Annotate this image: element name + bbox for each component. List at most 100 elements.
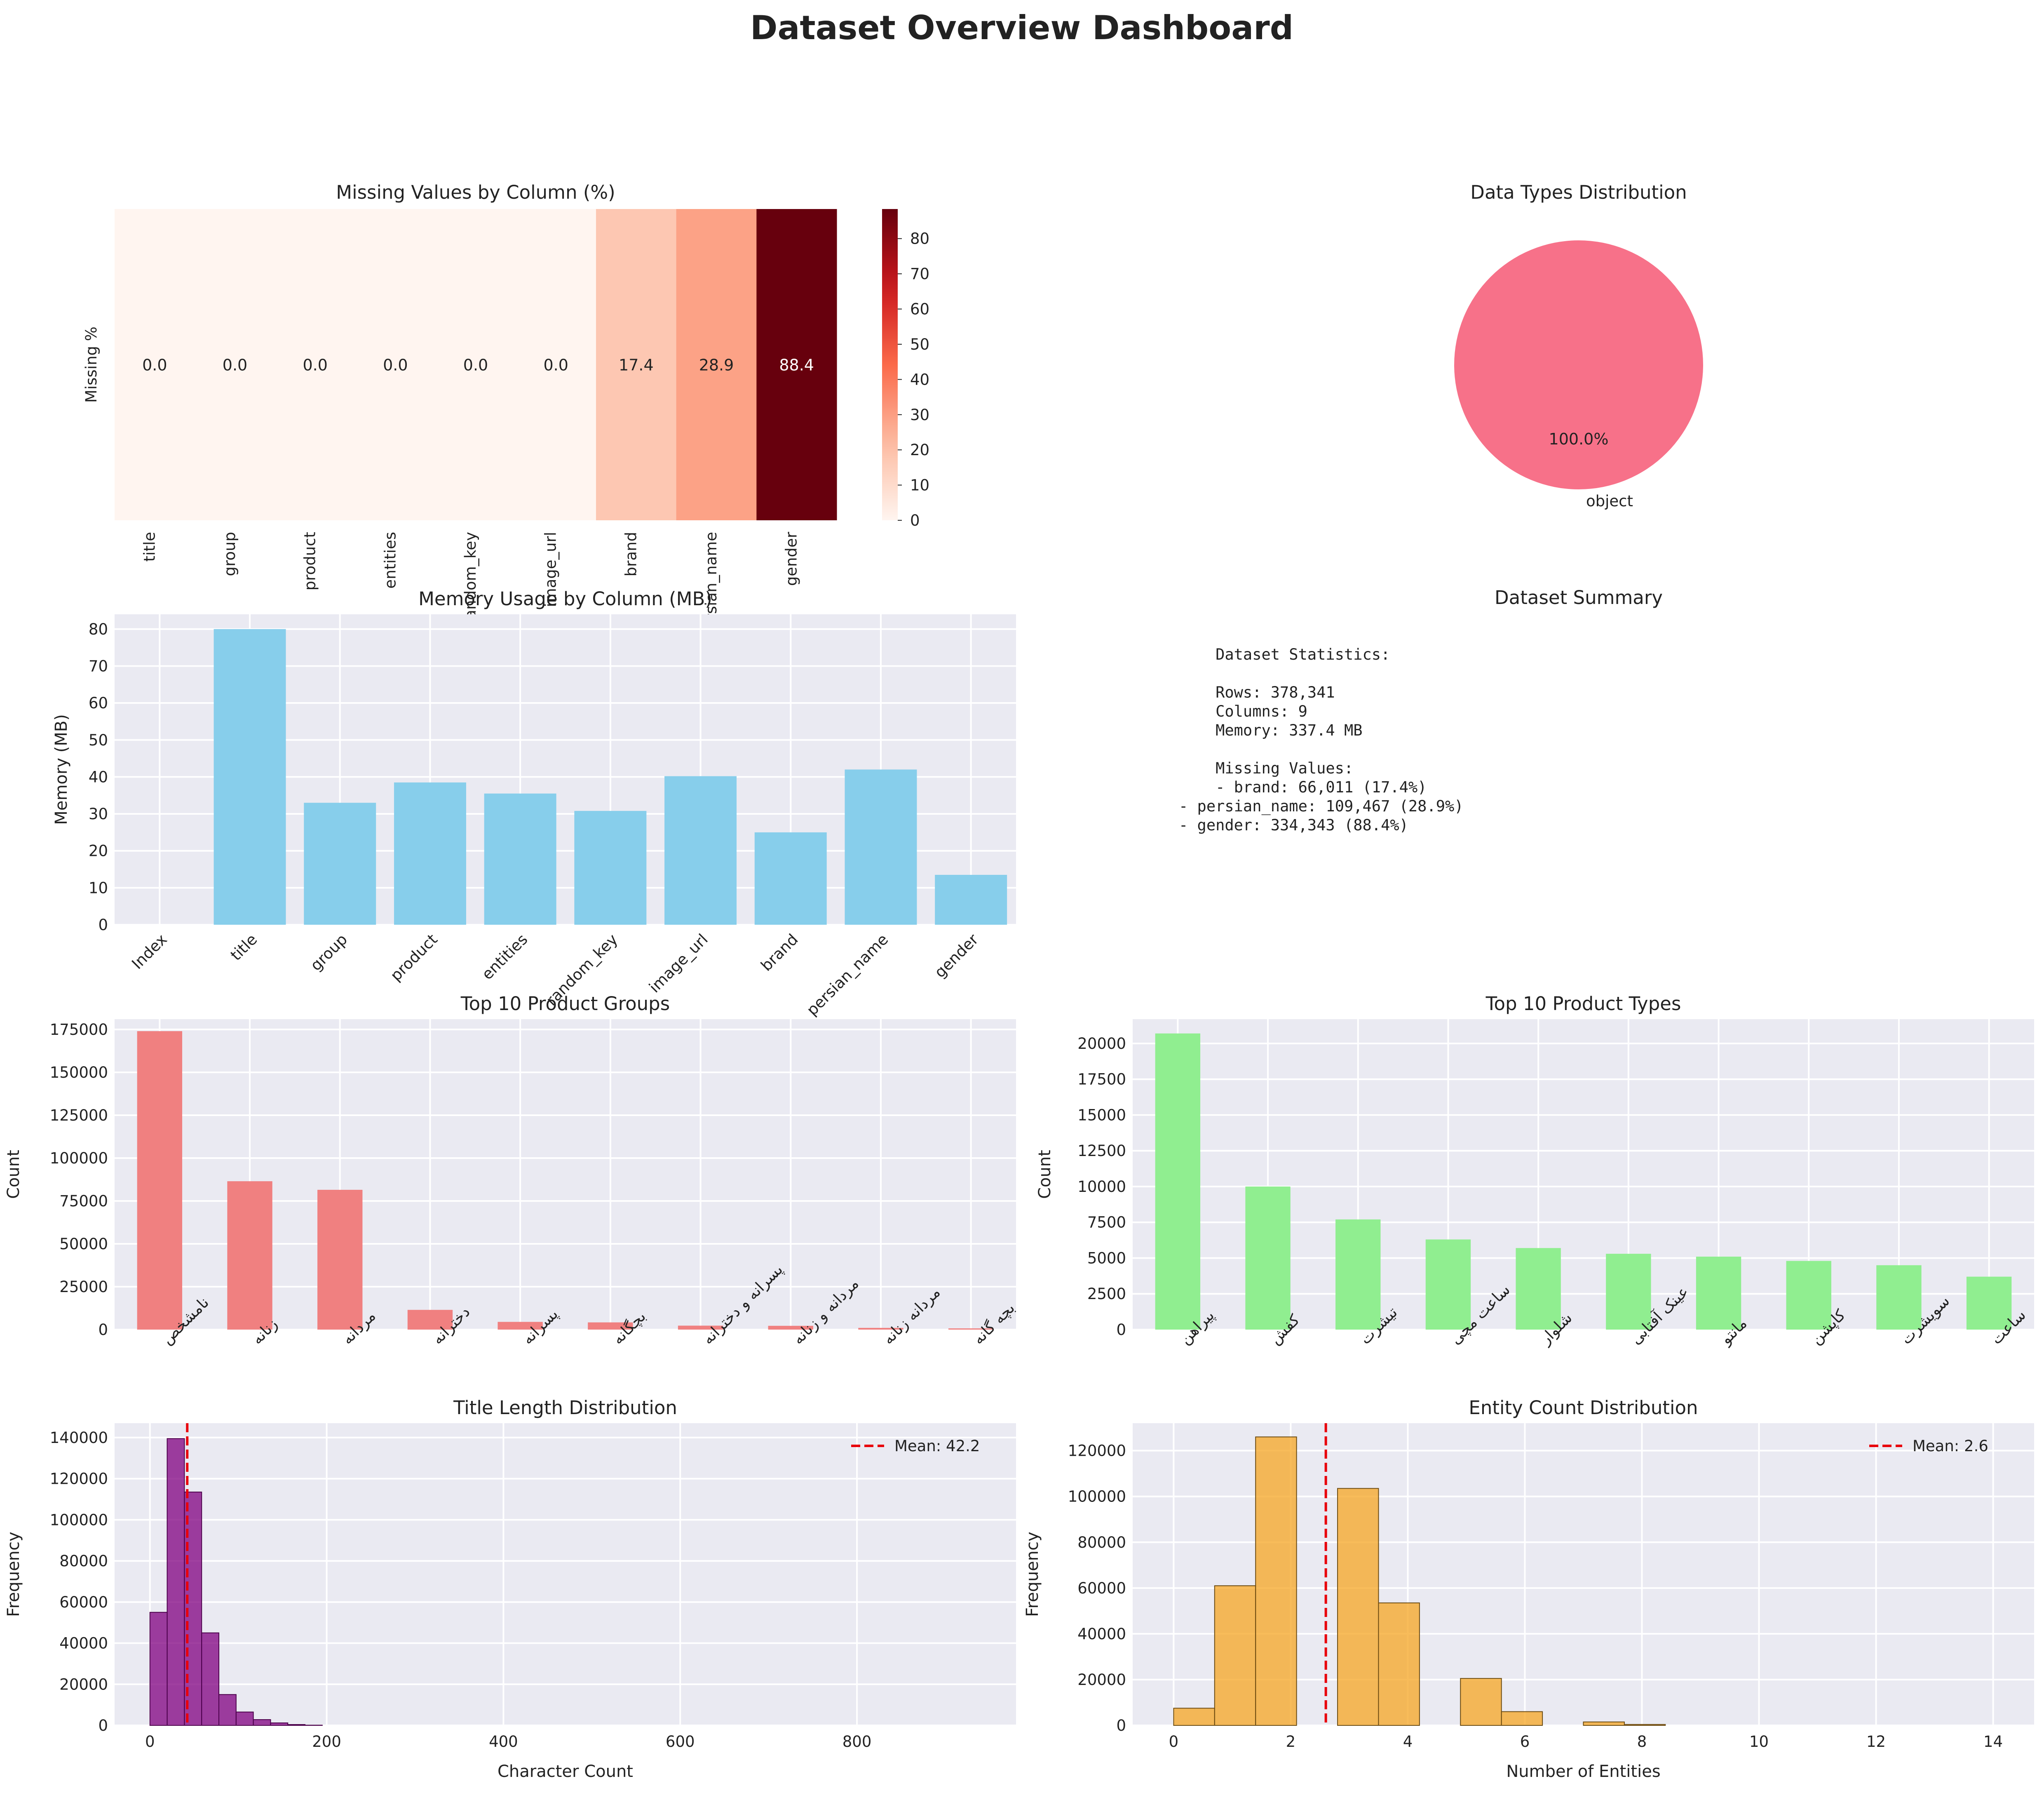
groups-axes: 0 25000 50000 75000 100000 125000 150000 175000 <box>50 1019 1016 1339</box>
y-tick-label: 70 <box>89 658 108 675</box>
types-bar <box>1335 1219 1381 1330</box>
heatmap-x-tick-label: group <box>221 532 239 576</box>
heatmap-cell <box>676 209 757 520</box>
heatmap-cell-label: 0.0 <box>463 356 488 374</box>
summary-line: Columns: 9 <box>1179 703 1307 720</box>
summary-line: - brand: 66,011 (17.4%) <box>1179 778 1427 796</box>
title-length-x-tick-label: 800 <box>842 1733 872 1751</box>
y-tick-label: 80 <box>89 620 108 638</box>
entity-count-bin <box>1378 1602 1420 1726</box>
colorbar-tick-label: 0 <box>910 512 920 529</box>
heatmap-cell <box>435 209 516 520</box>
heatmap-cell-label: 0.0 <box>383 356 408 374</box>
y-tick-label: 80000 <box>59 1552 108 1570</box>
memory-x-tick-label: persian_name <box>803 931 892 1019</box>
heatmap-cell <box>596 209 677 520</box>
colorbar-tick-label: 40 <box>910 371 929 388</box>
entity-count-bin <box>1501 1711 1543 1726</box>
types-bar <box>1155 1033 1201 1330</box>
types-bar <box>1696 1257 1741 1330</box>
types-bar <box>1516 1248 1561 1330</box>
heatmap-cell <box>355 209 436 520</box>
summary-line <box>1179 664 1838 683</box>
memory-ylabel: Memory (MB) <box>52 714 71 825</box>
memory-x-tick-label: entities <box>479 931 531 983</box>
entity-count-bin <box>1337 1488 1379 1726</box>
types-bar <box>1786 1261 1831 1330</box>
groups-title: Top 10 Product Groups <box>460 993 670 1015</box>
entity-count-bin <box>1460 1678 1502 1726</box>
y-tick-label: 140000 <box>50 1429 108 1447</box>
y-tick-label: 100000 <box>50 1511 108 1529</box>
title-length-x-tick-label: 400 <box>489 1733 518 1751</box>
entity-count-bin <box>1583 1721 1625 1726</box>
memory-bar <box>935 874 1007 925</box>
groups-bar <box>768 1325 813 1330</box>
y-tick-label: 80000 <box>1077 1534 1126 1551</box>
groups-ylabel: Count <box>4 1150 23 1199</box>
heatmap-cell-label: 0.0 <box>223 356 247 374</box>
y-tick-label: 40000 <box>59 1635 108 1652</box>
y-tick-label: 60000 <box>1077 1579 1126 1597</box>
groups-bar <box>588 1322 633 1330</box>
title-length-bin <box>270 1722 289 1726</box>
y-tick-label: 15000 <box>1077 1106 1126 1124</box>
summary-line <box>1179 740 1838 759</box>
pie-pct-label: 100.0% <box>1549 430 1609 448</box>
heatmap-x-tick-label: image_url <box>542 532 560 607</box>
colorbar-tick-label: 70 <box>910 265 929 283</box>
title-length-bin <box>235 1711 254 1726</box>
groups-bar <box>317 1189 363 1330</box>
memory-bar <box>304 803 376 925</box>
colorbar-tick-label: 20 <box>910 441 929 459</box>
heatmap-cell-label: 17.4 <box>619 356 654 374</box>
entity-count-x-tick-label: 4 <box>1403 1733 1413 1751</box>
y-tick-label: 0 <box>98 1321 108 1339</box>
entity-count-x-tick-label: 12 <box>1866 1733 1886 1751</box>
memory-x-tick-label: Index <box>128 931 170 973</box>
title-length-bin <box>201 1632 220 1726</box>
title-length-xlabel: Character Count <box>498 1762 633 1781</box>
groups-bar <box>948 1328 994 1330</box>
heatmap-x-tick-label: product <box>301 532 319 590</box>
heatmap-x-tick-label: random_key <box>462 532 479 625</box>
groups-bar <box>678 1325 723 1330</box>
entity-count-x-tick-label: 8 <box>1637 1733 1647 1751</box>
y-tick-label: 125000 <box>50 1107 108 1124</box>
memory-bar <box>214 629 286 925</box>
entity-count-ylabel: Frequency <box>1023 1532 1042 1617</box>
y-tick-label: 25000 <box>59 1278 108 1296</box>
y-tick-label: 60 <box>89 694 108 712</box>
y-tick-label: 175000 <box>50 1021 108 1039</box>
summary-line: Dataset Statistics: <box>1179 646 1390 663</box>
entity-count-x-tick-label: 14 <box>1983 1733 2003 1751</box>
heatmap-x-tick-label: title <box>141 532 158 562</box>
groups-bar <box>498 1322 543 1330</box>
title-length-x-tick-label: 200 <box>312 1733 341 1751</box>
memory-x-tick-label: product <box>387 931 441 985</box>
pie-slice <box>1454 240 1703 489</box>
heatmap-x-tick-label: entities <box>381 532 399 589</box>
types-title: Top 10 Product Types <box>1485 993 1681 1015</box>
title-length-bin <box>253 1719 271 1726</box>
groups-bar <box>407 1310 453 1330</box>
heatmap-cell <box>115 209 195 520</box>
y-tick-label: 20000 <box>1077 1671 1126 1689</box>
y-tick-label: 75000 <box>59 1192 108 1210</box>
memory-bar <box>484 793 556 925</box>
y-tick-label: 7500 <box>1087 1214 1126 1231</box>
charts-root: Missing Values by Column (%) Missing % 0.0… <box>4 181 2034 1781</box>
y-tick-label: 0 <box>1116 1717 1126 1734</box>
y-tick-label: 5000 <box>1087 1249 1126 1267</box>
entity-count-x-tick-label: 2 <box>1286 1733 1296 1751</box>
pie-category-label: object <box>1586 492 1633 510</box>
heatmap-cell <box>275 209 356 520</box>
title-length-x-tick-label: 0 <box>145 1733 155 1751</box>
entity-count-title: Entity Count Distribution <box>1469 1397 1698 1419</box>
entity-count-legend-label: Mean: 2.6 <box>1913 1437 1988 1455</box>
summary-line: Rows: 378,341 <box>1179 684 1335 701</box>
memory-bar <box>845 769 917 925</box>
y-tick-label: 0 <box>98 916 108 934</box>
entity-count-x-tick-label: 6 <box>1520 1733 1530 1751</box>
